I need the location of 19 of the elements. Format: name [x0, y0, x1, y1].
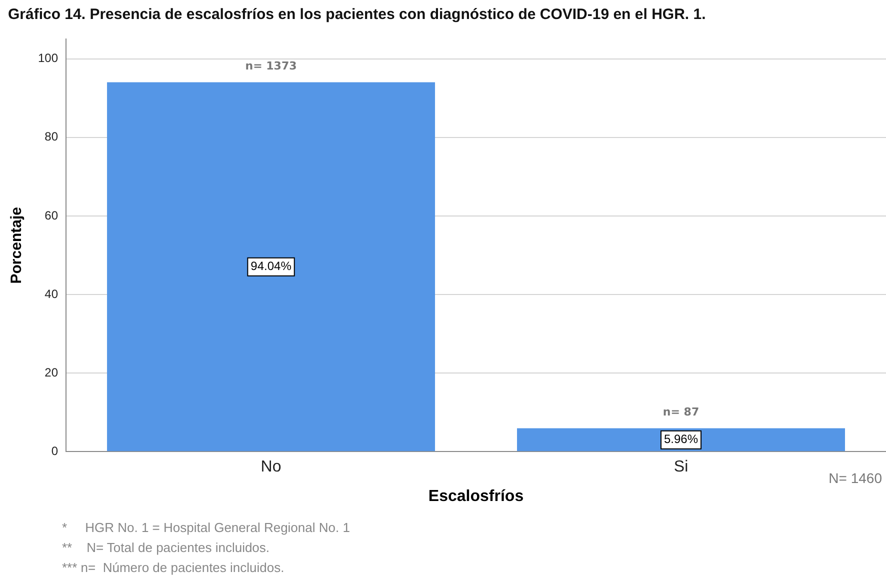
- y-tick-label: 60: [44, 208, 58, 222]
- text: ** N= Total de pacientes incluidos.: [62, 540, 270, 555]
- y-axis-title: Porcentaje: [8, 207, 26, 284]
- y-tick-label: 20: [44, 365, 58, 380]
- y-tick-label: 40: [44, 286, 58, 301]
- annotation: n= 87: [662, 406, 700, 419]
- text: N= 1460: [828, 470, 882, 486]
- data-label: 5.96%: [664, 432, 698, 446]
- data-label: 94.04%: [250, 259, 292, 274]
- chart-title: Gráfico 14. Presencia de escalosfríos en los pacientes con diagnóstico de COVID-19 en el HGR. 1.: [8, 6, 706, 23]
- text: *** n= Número de pacientes incluidos.: [62, 560, 284, 575]
- y-tick-label: 80: [44, 130, 58, 144]
- text: * HGR No. 1 = Hospital General Regional No. 1: [62, 520, 350, 535]
- y-tick-label: 0: [51, 444, 58, 458]
- x-tick-label: Si: [674, 458, 688, 476]
- y-tick-label: 100: [38, 51, 58, 66]
- annotation: n= 1373: [245, 60, 297, 73]
- x-axis-title: Escalosfríos: [428, 488, 524, 505]
- x-tick-label: No: [260, 458, 282, 476]
